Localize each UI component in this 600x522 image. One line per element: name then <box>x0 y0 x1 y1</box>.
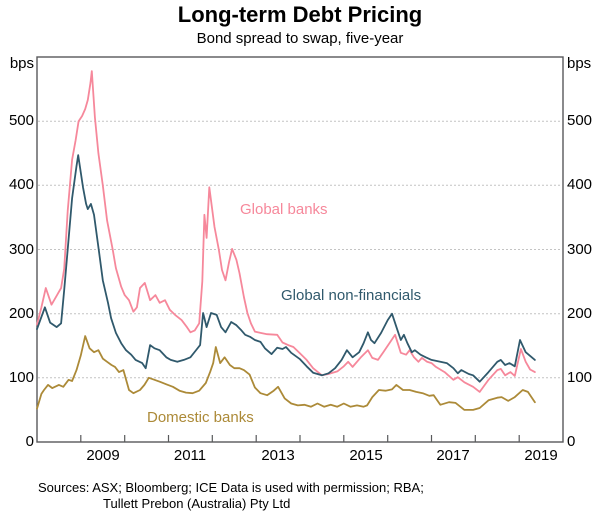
y-axis-label-right-200: 200 <box>567 305 593 322</box>
y-axis-label-left-0: 0 <box>25 433 34 450</box>
y-axis-unit-left: bps <box>9 55 34 72</box>
x-axis-label-2015: 2015 <box>349 447 383 464</box>
y-axis-label-right-500: 500 <box>567 112 593 129</box>
series-label-domestic-banks: Domestic banks <box>147 409 254 426</box>
y-axis-label-left-100: 100 <box>8 369 34 386</box>
x-axis-label-2017: 2017 <box>436 447 470 464</box>
x-axis-label-2011: 2011 <box>173 447 207 464</box>
y-axis-label-left-500: 500 <box>8 112 34 129</box>
y-axis-label-right-300: 300 <box>567 241 593 258</box>
source-note-line1: Sources: ASX; Bloomberg; ICE Data is use… <box>38 480 424 495</box>
y-axis-label-left-200: 200 <box>8 305 34 322</box>
y-axis-label-right-100: 100 <box>567 369 593 386</box>
y-axis-label-right-0: 0 <box>567 433 576 450</box>
chart-subtitle: Bond spread to swap, five-year <box>196 30 404 47</box>
series-label-global-non-financials: Global non-financials <box>281 287 422 304</box>
plot-frame <box>36 56 564 443</box>
series-line-global-non-financials <box>36 154 536 383</box>
series-line-domestic-banks <box>36 335 536 411</box>
y-axis-label-left-400: 400 <box>8 176 34 193</box>
x-axis-label-2009: 2009 <box>86 447 120 464</box>
chart-title: Long-term Debt Pricing <box>177 2 423 27</box>
source-note: Sources: ASX; Bloomberg; ICE Data is use… <box>38 480 424 512</box>
series-label-global-banks: Global banks <box>240 201 328 218</box>
series-line-global-banks <box>36 70 536 393</box>
source-note-line2: Tullett Prebon (Australia) Pty Ltd <box>103 496 291 511</box>
y-axis-label-right-400: 400 <box>567 176 593 193</box>
x-axis-label-2019: 2019 <box>524 447 558 464</box>
y-axis-label-left-300: 300 <box>8 241 34 258</box>
y-axis-unit-right: bps <box>567 55 592 72</box>
x-axis-label-2013: 2013 <box>261 447 295 464</box>
